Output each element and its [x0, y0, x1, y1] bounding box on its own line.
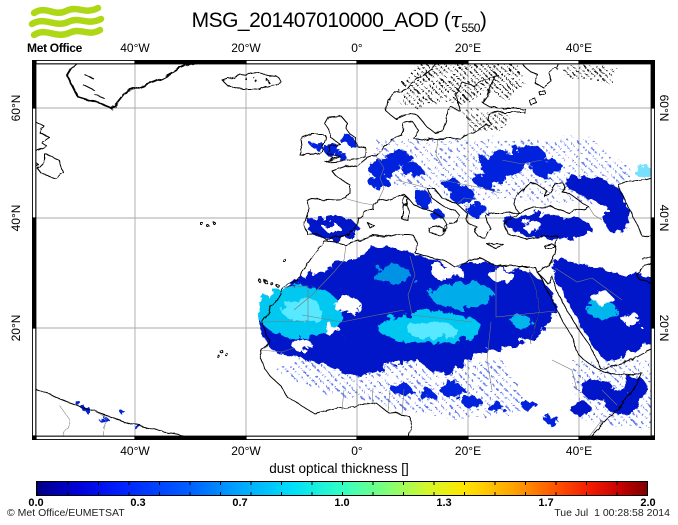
footer-credit: © Met Office/EUMETSAT	[7, 507, 125, 519]
title-suffix: )	[479, 9, 487, 32]
map-panel	[32, 60, 655, 440]
colorbar-tick-0.0: 0.0	[28, 497, 44, 509]
dust-field-layer	[74, 135, 651, 430]
colorbar-tick-0.3: 0.3	[130, 497, 146, 509]
colorbar-tick-1.3: 1.3	[436, 497, 452, 509]
map-frame	[32, 60, 655, 440]
colorbar-tick-0.7: 0.7	[232, 497, 248, 509]
lon-label-bottom-40e: 40°E	[565, 444, 593, 458]
lon-label-top-0: 0°	[351, 41, 363, 55]
colorbar-minor-ticks-top	[37, 482, 647, 485]
logo-text: Met Office	[27, 41, 83, 55]
lat-label-right-20n: 20°N	[657, 314, 671, 342]
title-prefix: MSG_201407010000_AOD (	[191, 9, 451, 32]
lon-label-bottom-40w: 40°W	[120, 444, 150, 458]
lat-label-right-40n: 40°N	[657, 204, 671, 232]
colorbar-tick-1.7: 1.7	[538, 497, 554, 509]
lon-label-bottom-0: 0°	[351, 444, 363, 458]
title-tau-subscript: 550	[461, 21, 480, 36]
logo-waves-icon	[28, 4, 105, 39]
lon-label-bottom-20e: 20°E	[454, 444, 482, 458]
colorbar-title: dust optical thickness []	[269, 461, 409, 476]
aod-map	[32, 60, 655, 440]
lat-label-left-40n: 40°N	[9, 204, 23, 232]
lon-label-top-20e: 20°E	[454, 41, 482, 55]
lat-label-right-60n: 60°N	[657, 94, 671, 122]
footer-timestamp: Tue Jul 1 00:28:58 2014	[554, 507, 670, 519]
lon-label-top-20w: 20°W	[231, 41, 261, 55]
lat-label-left-20n: 20°N	[9, 314, 23, 342]
colorbar-tick-1.0: 1.0	[334, 497, 350, 509]
lon-label-top-40e: 40°E	[565, 41, 593, 55]
colorbar-minor-ticks-bottom	[37, 492, 647, 495]
lon-label-bottom-20w: 20°W	[231, 444, 261, 458]
lon-label-top-40w: 40°W	[120, 41, 150, 55]
plot-title: MSG_201407010000_AOD (τ550)	[0, 8, 678, 35]
coastlines	[36, 64, 651, 436]
colorbar-gradient	[36, 481, 648, 496]
title-tau-symbol: τ	[450, 8, 462, 32]
country-borders	[259, 138, 623, 436]
met-office-logo	[28, 4, 105, 39]
dark-speckle-layer	[245, 64, 622, 132]
colorbar-tick-2.0: 2.0	[640, 497, 656, 509]
lat-label-left-60n: 60°N	[9, 94, 23, 122]
